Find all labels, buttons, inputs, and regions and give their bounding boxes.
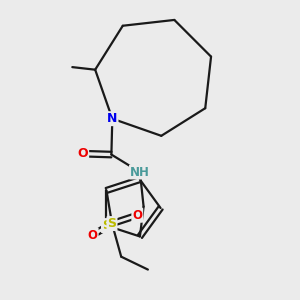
Text: NH: NH <box>130 166 150 178</box>
Text: O: O <box>88 229 98 242</box>
Text: N: N <box>107 112 118 125</box>
Text: S: S <box>102 219 111 232</box>
Text: O: O <box>78 147 88 160</box>
Text: S: S <box>107 217 116 230</box>
Text: O: O <box>132 209 142 222</box>
